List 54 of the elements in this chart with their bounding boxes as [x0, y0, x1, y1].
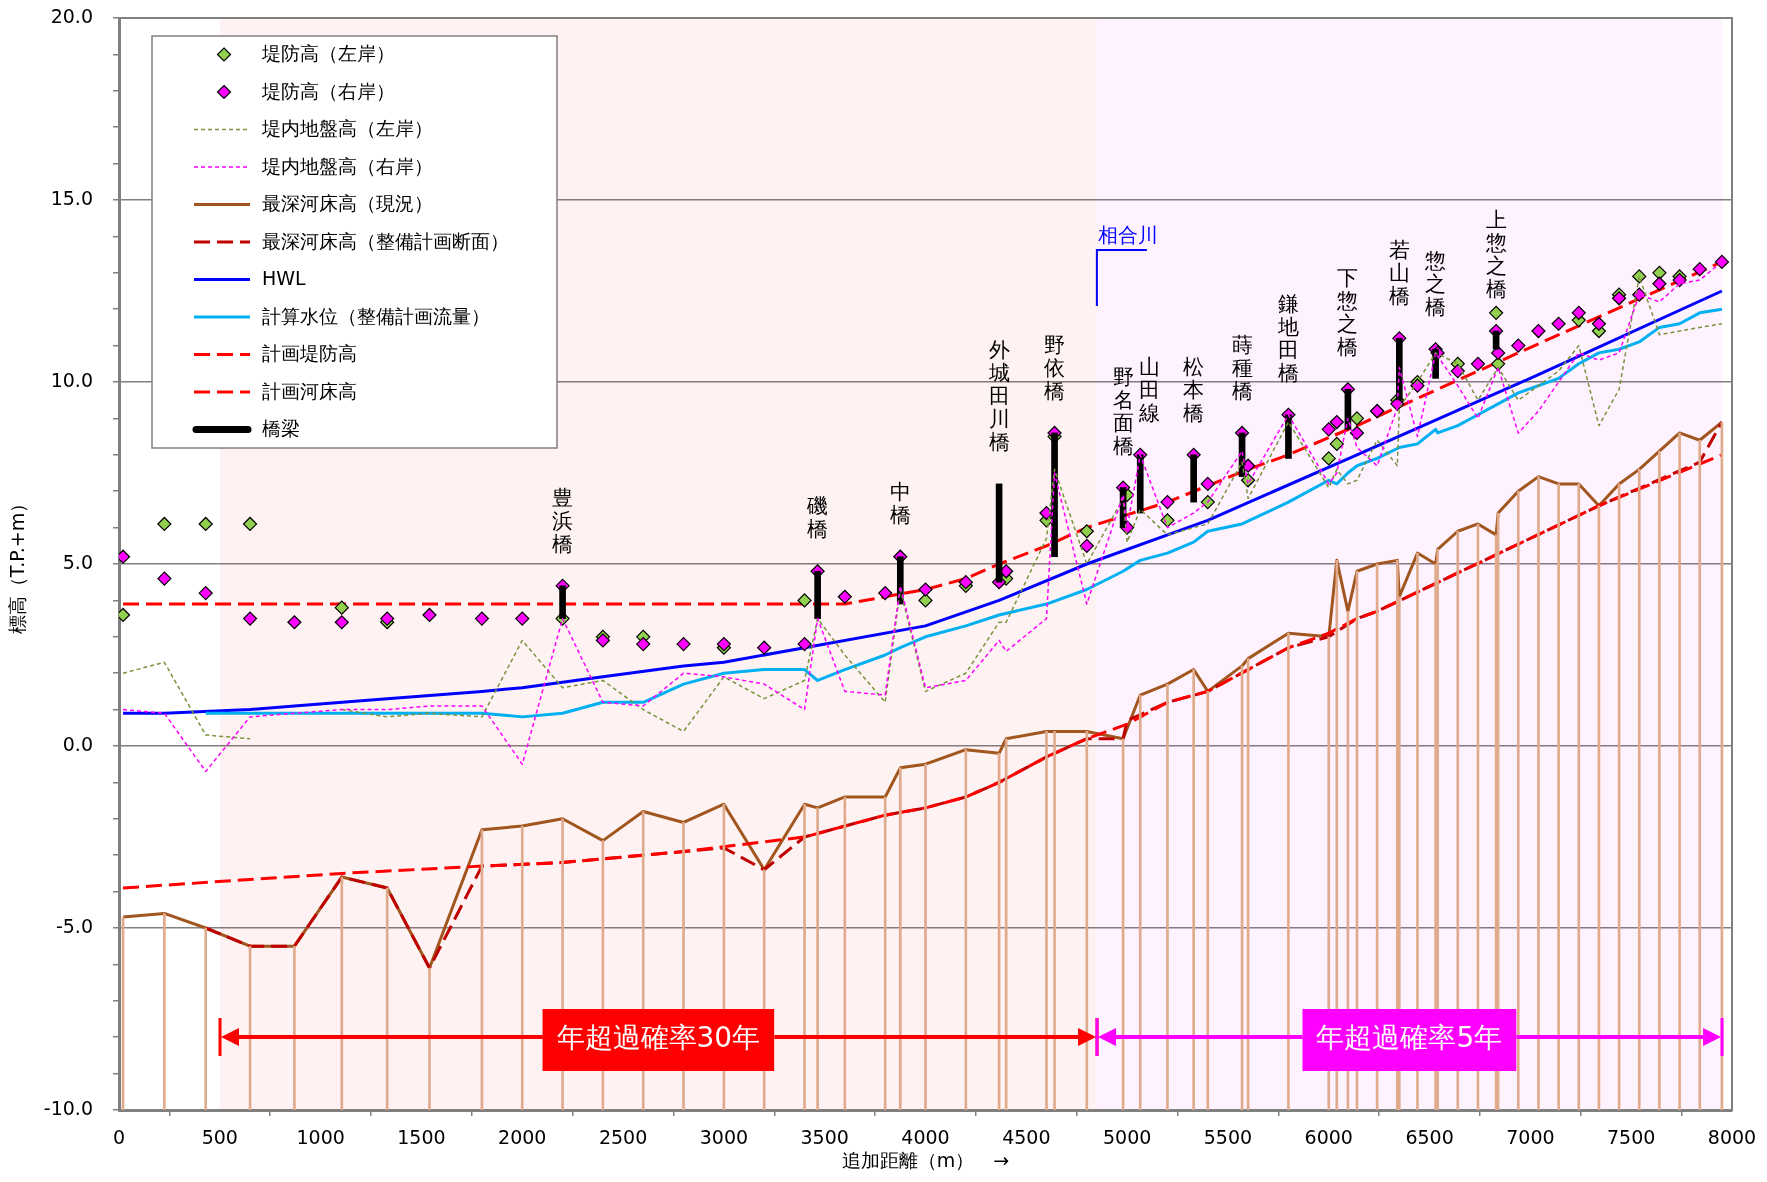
annotation: 山田線 — [1137, 354, 1161, 425]
y-tick-label: -10.0 — [43, 1096, 93, 1119]
legend-label: 計算水位（整備計画流量） — [262, 304, 490, 327]
x-tick-label: 6000 — [1304, 1126, 1353, 1149]
annotation: 磯橋 — [806, 494, 830, 542]
x-tick-label: 2500 — [598, 1126, 648, 1149]
legend-label: 計画河床高 — [262, 379, 357, 402]
x-tick-label: 6500 — [1405, 1126, 1454, 1149]
annotation: 松本橋 — [1182, 354, 1206, 425]
annotation: 若山橋 — [1387, 238, 1411, 309]
annotation: 野依橋 — [1043, 332, 1067, 403]
y-tick-label: -5.0 — [55, 914, 93, 937]
y-tick-label: 0.0 — [62, 732, 93, 755]
x-tick-label: 5000 — [1102, 1126, 1152, 1149]
legend-label: 橋梁 — [262, 417, 300, 440]
legend-label: HWL — [262, 267, 307, 290]
legend-label: 最深河床高（整備計画断面） — [262, 229, 509, 252]
x-tick-label: 0 — [112, 1126, 126, 1149]
legend-label: 堤内地盤高（右岸） — [261, 154, 433, 177]
annotation: 鎌地田橋 — [1276, 291, 1300, 385]
annotation: 蒔種橋 — [1230, 332, 1254, 403]
x-tick-label: 8000 — [1707, 1126, 1757, 1149]
annotation: 豊浜橋 — [551, 485, 575, 556]
x-axis-title: 追加距離（m） → — [841, 1148, 1010, 1171]
x-tick-label: 4500 — [1002, 1126, 1051, 1149]
annotation: 野名面橋 — [1111, 364, 1135, 458]
y-axis-title: 標高（T.P.+m） — [6, 493, 29, 635]
legend-label: 堤防高（左岸） — [261, 42, 395, 65]
band-label: 年超過確率5年 — [1316, 1021, 1503, 1055]
x-tick-label: 2000 — [498, 1126, 547, 1149]
legend-label: 最深河床高（現況） — [262, 192, 433, 215]
annotation: 上惣之橋 — [1484, 208, 1508, 302]
legend-label: 堤内地盤高（左岸） — [261, 117, 433, 140]
x-tick-label: 5500 — [1203, 1126, 1253, 1149]
annotation: 外城田川橋 — [987, 337, 1011, 454]
x-tick-label: 1500 — [397, 1126, 446, 1149]
annotation: 下惣之橋 — [1336, 266, 1360, 360]
y-tick-label: 10.0 — [50, 368, 93, 391]
x-tick-label: 7000 — [1506, 1126, 1555, 1149]
x-tick-label: 1000 — [296, 1126, 345, 1149]
y-tick-label: 15.0 — [50, 186, 93, 209]
x-tick-label: 3500 — [800, 1126, 849, 1149]
x-tick-label: 500 — [201, 1126, 238, 1149]
x-tick-label: 3000 — [699, 1126, 749, 1149]
annotation: 中橋 — [888, 479, 912, 527]
ref-line-label: 相合川 — [1097, 223, 1158, 247]
y-tick-label: 5.0 — [62, 550, 93, 573]
y-tick-label: 20.0 — [50, 4, 93, 27]
legend-label: 計画堤防高 — [262, 342, 357, 365]
band-label: 年超過確率30年 — [556, 1021, 761, 1055]
x-tick-label: 4000 — [901, 1126, 950, 1149]
x-tick-label: 7500 — [1607, 1126, 1656, 1149]
annotation: 惣之橋 — [1424, 249, 1448, 320]
legend-label: 堤防高（右岸） — [261, 79, 395, 102]
